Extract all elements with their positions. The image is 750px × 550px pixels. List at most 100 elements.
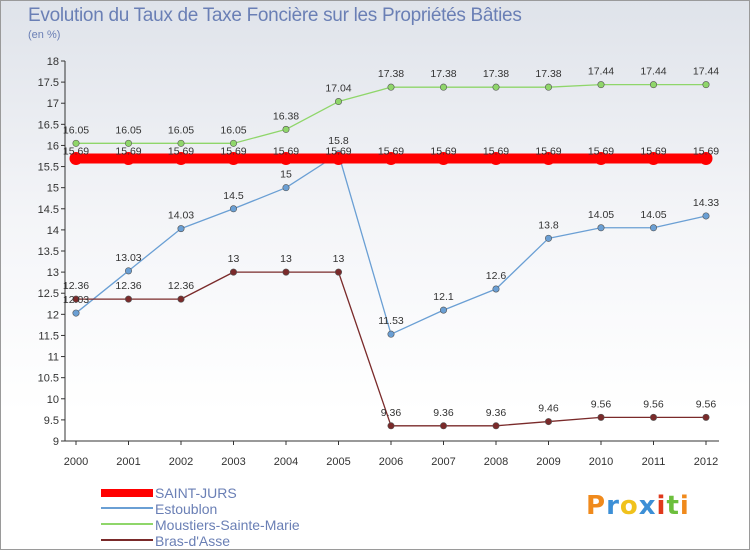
data-point	[544, 418, 552, 426]
data-point	[647, 152, 660, 166]
data-label: 13.03	[115, 252, 141, 264]
data-label: 17.38	[483, 68, 509, 80]
data-point	[597, 81, 605, 89]
data-point	[699, 152, 713, 166]
y-tick-label: 13	[47, 267, 59, 279]
data-point	[125, 295, 133, 303]
legend-item-estoublon: Estoublon	[101, 501, 361, 518]
chart-title: Evolution du Taux de Taxe Foncière sur l…	[28, 5, 522, 26]
legend-swatch	[101, 523, 153, 525]
legend-label: Estoublon	[155, 501, 218, 517]
data-label: 9.46	[538, 403, 559, 415]
data-label: 12.1	[433, 291, 454, 303]
data-point	[597, 413, 605, 421]
data-point	[387, 330, 395, 338]
x-tick-label: 2001	[116, 456, 140, 468]
data-label: 17.44	[588, 66, 614, 78]
data-point	[282, 184, 290, 192]
data-point	[489, 152, 503, 166]
data-point	[439, 83, 447, 91]
data-point	[125, 139, 133, 147]
data-point	[177, 225, 185, 233]
y-tick-label: 11	[48, 352, 59, 364]
legend-swatch	[101, 489, 153, 497]
y-tick-label: 9	[53, 436, 59, 448]
legend-item-moustiers-sainte-marie: Moustiers-Sainte-Marie	[101, 517, 361, 534]
data-label: 15	[280, 169, 292, 181]
chart-data-labels: 15.69 15.69 15.69 15.69 15.69 15.69 15.69 15.69…	[63, 66, 719, 419]
data-label: 16.05	[168, 124, 194, 136]
data-label: 9.56	[591, 398, 612, 410]
data-label: 17.38	[535, 68, 561, 80]
x-tick-label: 2011	[642, 456, 666, 468]
legend-item-bras-d-asse: Bras-d'Asse	[101, 533, 361, 550]
proxiti-logo: Proxiti	[586, 491, 690, 521]
legend-item-saint-jurs: SAINT-JURS	[101, 485, 361, 502]
data-point	[282, 268, 290, 276]
data-label: 15.69	[220, 146, 246, 158]
data-point	[227, 152, 240, 166]
data-label: 16.05	[115, 124, 141, 136]
data-label: 14.33	[693, 197, 719, 209]
data-point	[72, 295, 80, 303]
data-label: 13	[280, 253, 292, 265]
data-point	[542, 152, 555, 166]
data-point	[544, 234, 552, 242]
y-tick-label: 17.5	[38, 77, 59, 89]
data-label: 14.05	[640, 209, 666, 221]
y-tick-label: 10.5	[38, 373, 59, 385]
data-point	[177, 295, 185, 303]
y-tick-label: 9.5	[44, 415, 59, 427]
y-tick-label: 17	[47, 98, 59, 110]
data-label: 16.05	[63, 124, 89, 136]
series-line-1	[75, 153, 707, 335]
x-tick-label: 2004	[274, 456, 298, 468]
x-tick-label: 2002	[169, 456, 193, 468]
legend-label: SAINT-JURS	[155, 485, 237, 501]
data-point	[597, 224, 605, 232]
data-point	[334, 268, 342, 276]
data-point	[230, 139, 238, 147]
y-tick-label: 14	[47, 225, 59, 237]
data-point	[332, 152, 345, 166]
data-label: 12.36	[168, 280, 194, 292]
x-tick-label: 2000	[64, 456, 88, 468]
data-point	[174, 152, 188, 166]
y-tick-label: 18	[47, 56, 59, 68]
data-label: 17.38	[430, 68, 456, 80]
data-point	[492, 285, 500, 293]
data-point	[702, 212, 710, 220]
data-label: 16.38	[273, 110, 299, 122]
data-point	[230, 268, 238, 276]
x-tick-label: 2012	[694, 456, 718, 468]
y-tick-label: 16.5	[38, 119, 59, 131]
data-label: 15.69	[483, 146, 509, 158]
data-label: 12.03	[63, 294, 89, 306]
data-label: 9.36	[486, 407, 507, 419]
data-label: 15.69	[430, 146, 456, 158]
x-tick-label: 2006	[379, 456, 403, 468]
legend-label: Bras-d'Asse	[155, 533, 231, 549]
y-tick-label: 12	[47, 309, 59, 321]
y-tick-label: 15.5	[38, 162, 59, 174]
data-point	[334, 98, 342, 106]
data-label: 9.36	[381, 407, 402, 419]
data-point	[437, 152, 450, 166]
data-point	[384, 152, 398, 166]
x-tick-label: 2010	[589, 456, 613, 468]
data-label: 15.69	[168, 146, 194, 158]
x-tick-label: 2008	[484, 456, 508, 468]
y-tick-label: 12.5	[38, 288, 59, 300]
data-label: 9.56	[643, 398, 664, 410]
data-label: 13.8	[538, 219, 559, 231]
chart-axes: 9 9.5 10 10.5 11 11.5 12 12.5 13 13.5 14 14.5 15 15.5…	[38, 56, 719, 468]
x-tick-label: 2005	[326, 456, 350, 468]
data-point	[649, 81, 657, 89]
data-label: 15.69	[693, 146, 719, 158]
data-label: 17.38	[378, 68, 404, 80]
y-tick-label: 14.5	[38, 204, 59, 216]
data-label: 15.69	[115, 146, 141, 158]
data-point	[125, 267, 133, 275]
